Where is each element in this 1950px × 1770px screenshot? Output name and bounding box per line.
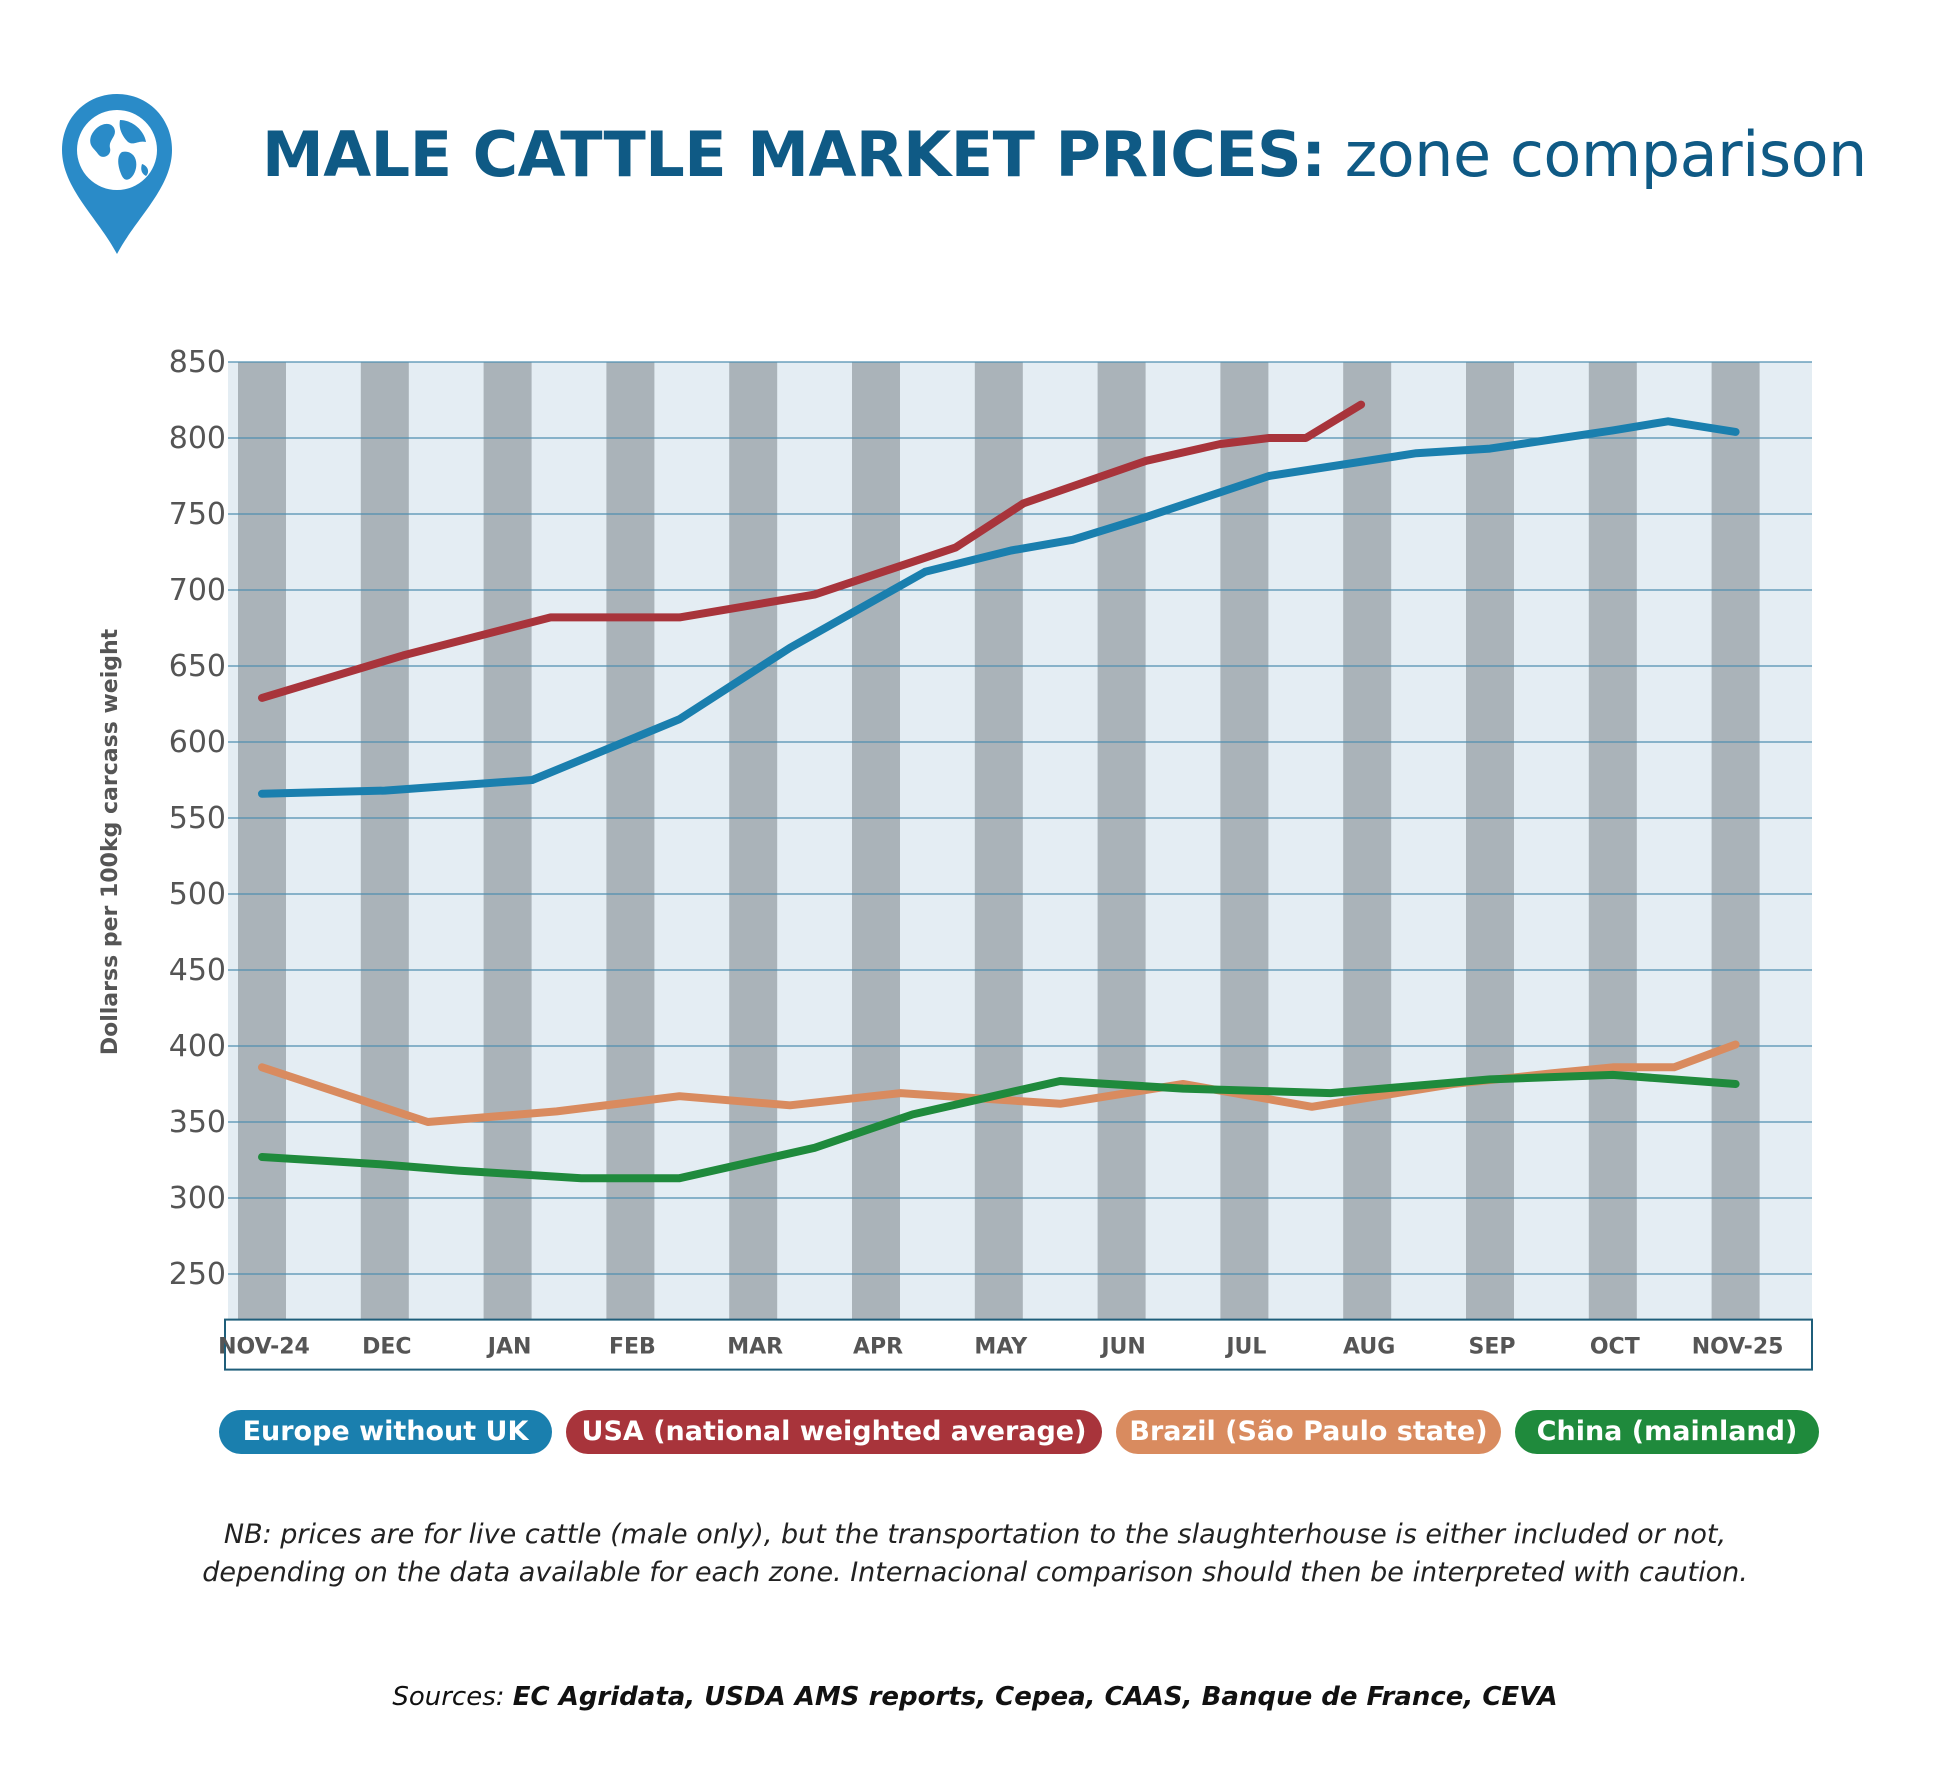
y-tick-label: 750 <box>169 497 226 532</box>
y-tick-label: 350 <box>169 1105 226 1140</box>
category-band <box>729 362 778 1320</box>
footnote-line-2: depending on the data available for each… <box>202 1557 1748 1588</box>
footnote-line-1: NB: prices are for live cattle (male onl… <box>223 1519 1727 1550</box>
legend-europe: Europe without UK <box>219 1410 552 1454</box>
page-title: MALE CATTLE MARKET PRICES: zone comparis… <box>262 118 1867 191</box>
y-tick-label: 600 <box>169 725 226 760</box>
y-tick-label: 300 <box>169 1181 226 1216</box>
category-band <box>1097 362 1146 1320</box>
y-tick-label: 800 <box>169 421 226 456</box>
series-line-china <box>258 1070 1740 1183</box>
x-tick-label: MAY <box>974 1335 1028 1360</box>
x-axis: NOV-24 DEC JAN FEB MAR APR MAY JUN JUL AUG SEP OCT N… <box>218 1318 1813 1371</box>
series-line-europe <box>258 417 1740 798</box>
globe-pin-icon <box>62 94 172 254</box>
y-tick-label: 550 <box>169 801 226 836</box>
y-axis: 250 300 350 400 450 500 550 600 650 700 750 800 850 <box>169 345 226 1292</box>
x-tick-label: SEP <box>1469 1335 1516 1360</box>
x-tick-label: OCT <box>1590 1335 1640 1360</box>
x-tick-label: FEB <box>609 1335 656 1360</box>
category-band <box>483 362 532 1320</box>
y-tick-label: 500 <box>169 877 226 912</box>
x-axis-box <box>224 1318 1813 1371</box>
x-tick-label: MAR <box>727 1335 783 1360</box>
gridlines <box>228 361 1812 1275</box>
legend-brazil: Brazil (São Paulo state) <box>1116 1410 1501 1454</box>
line-chart: 250300350400450500550600650700750800850 … <box>98 345 1813 1371</box>
x-tick-label: AUG <box>1343 1335 1395 1360</box>
y-tick-label: 850 <box>169 345 226 380</box>
series-line-usa <box>258 400 1366 702</box>
x-tick-label: APR <box>853 1335 903 1360</box>
legend-china: China (mainland) <box>1515 1410 1819 1454</box>
x-tick-label: DEC <box>362 1335 411 1360</box>
x-tick-label: JUN <box>1099 1335 1145 1360</box>
sources-prefix: Sources: <box>392 1682 513 1712</box>
legend-usa: USA (national weighted average) <box>566 1410 1102 1454</box>
y-tick-label: 250 <box>169 1257 226 1292</box>
category-band <box>1711 362 1760 1320</box>
x-tick-label: JUL <box>1224 1335 1266 1360</box>
category-band <box>1220 362 1269 1320</box>
y-tick-label: 650 <box>169 649 226 684</box>
x-tick-label: JAN <box>486 1335 532 1360</box>
category-band <box>1343 362 1392 1320</box>
category-band <box>1588 362 1637 1320</box>
category-band <box>1466 362 1514 1320</box>
sources: Sources: EC Agridata, USDA AMS reports, … <box>0 1682 1950 1712</box>
series-line-brazil <box>258 1040 1740 1126</box>
title-bold: MALE CATTLE MARKET PRICES: <box>262 118 1326 191</box>
y-tick-label: 450 <box>169 953 226 988</box>
plot-background <box>228 362 1812 1320</box>
category-band <box>606 362 655 1320</box>
y-tick-label: 400 <box>169 1029 226 1064</box>
title-rest: zone comparison <box>1325 118 1868 191</box>
y-tick-label: 700 <box>169 573 226 608</box>
x-tick-label: NOV-25 <box>1692 1335 1784 1360</box>
series-lines <box>258 400 1740 1183</box>
x-tick-label: NOV-24 <box>218 1335 310 1360</box>
footnote: NB: prices are for live cattle (male onl… <box>0 1516 1950 1592</box>
sources-list: EC Agridata, USDA AMS reports, Cepea, CA… <box>512 1682 1558 1712</box>
category-band <box>852 362 900 1320</box>
category-band <box>360 362 409 1320</box>
y-axis-label: Dollarss per 100kg carcass weight <box>98 628 123 1055</box>
category-band <box>238 362 286 1320</box>
